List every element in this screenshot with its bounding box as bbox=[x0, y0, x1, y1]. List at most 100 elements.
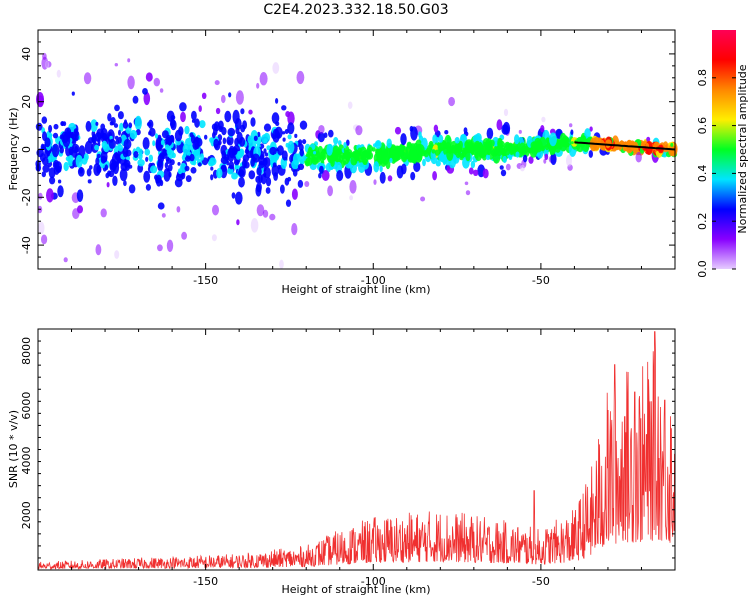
spectrogram-cell bbox=[238, 177, 245, 188]
spectrogram-cell bbox=[463, 127, 468, 134]
spectrogram-cell bbox=[464, 147, 468, 154]
spectrogram-cell bbox=[263, 123, 272, 132]
spectrogram-cell bbox=[275, 98, 279, 104]
spectrogram-cell bbox=[123, 180, 127, 187]
spectrogram-cell bbox=[204, 134, 208, 140]
spectrogram-cell bbox=[64, 127, 72, 137]
spectrogram-cell bbox=[563, 142, 567, 148]
spectrogram-cell bbox=[250, 158, 255, 167]
spectrogram-cell bbox=[190, 134, 196, 144]
spectrogram-cell bbox=[346, 139, 350, 146]
spectrogram-y-tick-label: 20 bbox=[20, 95, 33, 109]
colorbar-tick-label: 0.8 bbox=[696, 69, 709, 87]
spectrogram-cell bbox=[75, 154, 83, 168]
spectrogram-cell bbox=[41, 171, 46, 178]
spectrogram-cell bbox=[273, 154, 279, 161]
spectrogram-cell bbox=[105, 172, 110, 179]
spectrogram-cell bbox=[304, 181, 310, 187]
spectrogram-cell bbox=[589, 126, 593, 132]
spectrogram-cell bbox=[114, 62, 119, 67]
spectrogram-cell bbox=[381, 153, 390, 165]
spectrogram-cell bbox=[265, 187, 271, 194]
spectrogram-cell bbox=[318, 172, 322, 179]
spectrogram-cell bbox=[242, 154, 250, 163]
spectrogram-cell bbox=[233, 159, 240, 166]
spectrogram-cell bbox=[236, 219, 240, 226]
spectrogram-cell bbox=[501, 124, 509, 135]
spectrogram-cell bbox=[394, 126, 402, 135]
spectrogram-cell bbox=[299, 120, 308, 130]
spectrogram-cell bbox=[76, 189, 84, 202]
spectrogram-cell bbox=[71, 143, 80, 154]
snr-x-tick-label: -150 bbox=[193, 575, 218, 588]
spectrogram-cell bbox=[291, 188, 298, 200]
spectrogram-y-axis-label: Frequency (Hz) bbox=[7, 108, 20, 191]
spectrogram-cell bbox=[431, 149, 436, 154]
spectrogram-cell bbox=[144, 148, 151, 156]
spectrogram-cell bbox=[115, 139, 120, 145]
spectrogram-cell bbox=[42, 131, 47, 142]
colorbar-label: Normalized spectral amplitude bbox=[736, 64, 749, 233]
spectrogram-cell bbox=[522, 154, 528, 163]
spectrogram-cell bbox=[56, 69, 61, 78]
colorbar-tick-label: 0.4 bbox=[696, 165, 709, 183]
spectrogram-cell bbox=[53, 123, 59, 130]
spectrogram-cell bbox=[416, 144, 425, 156]
spectrogram-cell bbox=[569, 123, 573, 128]
spectrogram-cell bbox=[248, 170, 256, 180]
spectrogram-cell bbox=[444, 130, 449, 135]
spectrogram-cell bbox=[153, 77, 160, 87]
spectrogram-cell bbox=[60, 121, 65, 127]
spectrogram-cell bbox=[176, 206, 181, 213]
spectrogram-cell bbox=[145, 156, 149, 162]
spectrogram-cell bbox=[465, 190, 471, 196]
spectrogram-cell bbox=[465, 152, 471, 162]
spectrogram-cell bbox=[127, 58, 131, 63]
spectrogram-cell bbox=[145, 184, 151, 191]
spectrogram-cell bbox=[166, 148, 172, 156]
spectrogram-cell bbox=[545, 137, 550, 144]
snr-y-axis-label: SNR (10 * v/v) bbox=[7, 410, 20, 488]
spectrogram-cell bbox=[184, 125, 190, 135]
spectrogram-cell bbox=[231, 192, 236, 199]
spectrogram-cell bbox=[467, 146, 472, 154]
spectrogram-cell bbox=[213, 138, 219, 149]
spectrogram-cell bbox=[550, 153, 557, 165]
spectrogram-cell bbox=[518, 129, 522, 134]
spectrogram-cell bbox=[435, 160, 441, 167]
spectrogram-cell bbox=[181, 231, 188, 240]
spectrogram-cell bbox=[570, 141, 574, 145]
spectrogram-cell bbox=[500, 169, 507, 177]
spectrogram-cell bbox=[256, 82, 260, 89]
spectrogram-cell bbox=[373, 161, 380, 173]
snr-panel: -150 -100 -50 2000 4000 6000 8000 Height of st… bbox=[7, 328, 676, 596]
spectrogram-cell bbox=[298, 143, 304, 151]
spectrogram-cell bbox=[221, 94, 226, 104]
spectrogram-cell bbox=[159, 88, 164, 93]
spectrogram-cell bbox=[250, 218, 259, 233]
spectrogram-cell bbox=[190, 167, 197, 174]
spectrogram-cell bbox=[433, 124, 439, 133]
spectrogram-cell bbox=[503, 108, 509, 117]
spectrogram-cell bbox=[163, 168, 171, 182]
spectrogram-cell bbox=[335, 151, 339, 156]
spectrogram-cell bbox=[215, 107, 221, 115]
spectrogram-cell bbox=[248, 109, 253, 115]
spectrogram-cell bbox=[122, 146, 129, 158]
spectrogram-cell bbox=[59, 146, 64, 154]
spectrogram-cell bbox=[217, 140, 222, 146]
spectrogram-cell bbox=[428, 140, 434, 150]
spectrogram-cell bbox=[395, 148, 403, 160]
spectrogram-cell bbox=[44, 148, 50, 159]
spectrogram-cell bbox=[161, 139, 165, 144]
spectrogram-cell bbox=[162, 148, 168, 156]
spectrogram-cell bbox=[70, 132, 75, 139]
spectrogram-cell bbox=[184, 165, 190, 172]
spectrogram-cell bbox=[150, 165, 158, 174]
spectrogram-cell bbox=[97, 137, 101, 144]
spectrogram-cell bbox=[400, 133, 407, 146]
spectrogram-cell bbox=[287, 134, 292, 140]
spectrogram-cell bbox=[104, 164, 109, 171]
spectrogram-cell bbox=[63, 161, 69, 172]
spectrogram-cell bbox=[52, 132, 59, 139]
